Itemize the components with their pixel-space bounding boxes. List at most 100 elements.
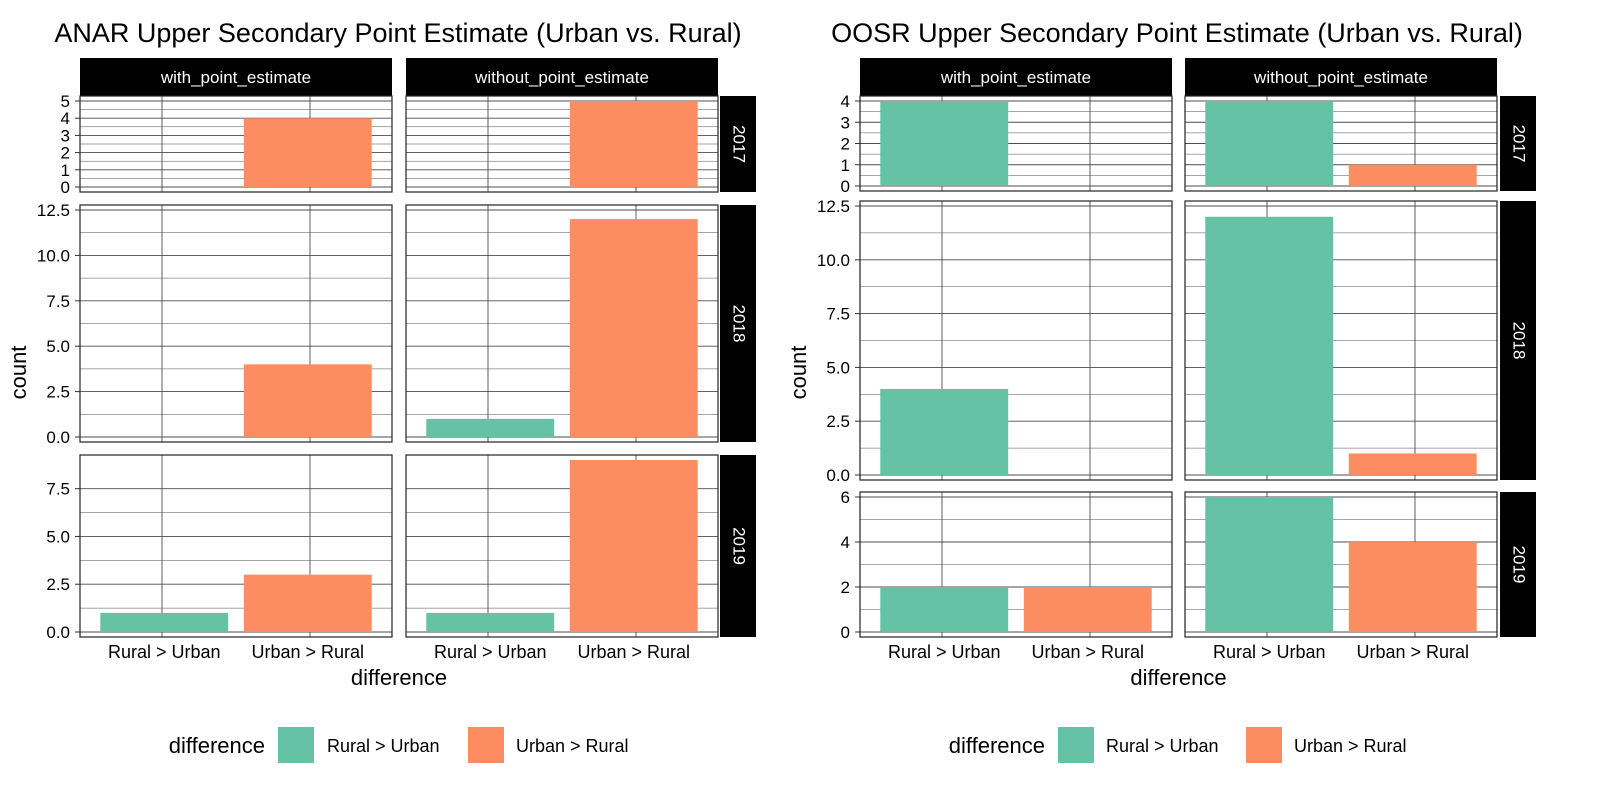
bar	[1205, 497, 1334, 632]
bar	[569, 219, 698, 437]
y-tick-label: 0.0	[826, 466, 850, 485]
facet-row-label: 2017	[730, 125, 749, 163]
facet-column-strip	[860, 58, 1172, 96]
bar	[243, 574, 372, 632]
y-tick-label: 7.5	[46, 292, 70, 311]
y-tick-label: 0	[61, 178, 70, 197]
y-axis-label: count	[786, 346, 811, 400]
legend-title: difference	[949, 733, 1045, 758]
bar	[100, 612, 229, 632]
legend-entry-label: Urban > Rural	[1294, 736, 1407, 756]
bar	[426, 418, 555, 437]
bar	[426, 612, 555, 632]
legend-title: difference	[169, 733, 265, 758]
facet-column-label: with_point_estimate	[160, 68, 311, 87]
legend-swatch-rural	[278, 727, 314, 763]
bar	[1205, 101, 1334, 186]
y-tick-label: 5.0	[46, 527, 70, 546]
x-axis-label: difference	[351, 665, 447, 690]
bar	[880, 587, 1009, 632]
panel-border	[405, 204, 719, 443]
y-tick-label: 3	[841, 113, 850, 132]
y-tick-label: 2.5	[826, 412, 850, 431]
bar	[880, 101, 1009, 186]
x-tick-label: Urban > Rural	[1031, 642, 1144, 662]
legend-entry-label: Rural > Urban	[1106, 736, 1219, 756]
y-tick-label: 5.0	[826, 358, 850, 377]
y-tick-label: 12.5	[817, 197, 850, 216]
chart-title: OOSR Upper Secondary Point Estimate (Urb…	[831, 18, 1523, 48]
facet-row-strip	[1500, 492, 1536, 637]
y-tick-label: 2	[841, 135, 850, 154]
facet-row-strip	[720, 455, 756, 637]
chart-title: ANAR Upper Secondary Point Estimate (Urb…	[54, 18, 741, 48]
y-tick-label: 4	[841, 533, 850, 552]
y-tick-label: 3	[61, 126, 70, 145]
y-axis-label: count	[6, 346, 31, 400]
y-tick-label: 2.5	[46, 383, 70, 402]
panel-border	[859, 491, 1173, 638]
panel-border	[405, 95, 719, 193]
y-tick-label: 4	[61, 109, 70, 128]
y-tick-label: 2	[61, 144, 70, 163]
y-tick-label: 1	[841, 156, 850, 175]
y-tick-label: 12.5	[37, 201, 70, 220]
bar	[1348, 164, 1477, 186]
x-tick-label: Rural > Urban	[888, 642, 1001, 662]
bar	[243, 118, 372, 187]
legend-entry-label: Rural > Urban	[327, 736, 440, 756]
facet-column-label: with_point_estimate	[940, 68, 1091, 87]
bar	[880, 388, 1009, 475]
facet-row-label: 2019	[730, 527, 749, 565]
facet-column-strip	[80, 58, 392, 96]
bar	[569, 460, 698, 632]
y-tick-label: 0	[841, 177, 850, 196]
panel-border	[1184, 95, 1498, 192]
bar	[1348, 542, 1477, 632]
panel-border	[859, 200, 1173, 481]
legend-swatch-urban	[468, 727, 504, 763]
facet-row-strip	[1500, 96, 1536, 191]
y-tick-label: 2.5	[46, 575, 70, 594]
y-tick-label: 10.0	[817, 251, 850, 270]
panel-border	[79, 204, 393, 443]
facet-row-strip	[720, 96, 756, 192]
x-tick-label: Urban > Rural	[577, 642, 690, 662]
panel-border	[79, 95, 393, 193]
y-tick-label: 0.0	[46, 623, 70, 642]
facet-row-label: 2017	[1510, 125, 1529, 163]
y-tick-label: 10.0	[37, 246, 70, 265]
panel-border	[1184, 200, 1498, 481]
facet-row-label: 2018	[1510, 322, 1529, 360]
y-tick-label: 0.0	[46, 428, 70, 447]
bar	[1205, 216, 1334, 475]
y-tick-label: 7.5	[826, 305, 850, 324]
x-tick-label: Urban > Rural	[251, 642, 364, 662]
facet-row-strip	[1500, 201, 1536, 480]
y-tick-label: 5.0	[46, 337, 70, 356]
facet-row-strip	[720, 205, 756, 442]
facet-column-strip	[1185, 58, 1497, 96]
x-axis-label: difference	[1130, 665, 1226, 690]
y-tick-label: 5	[61, 92, 70, 111]
y-tick-label: 2	[841, 578, 850, 597]
y-tick-label: 7.5	[46, 480, 70, 499]
bar	[1348, 453, 1477, 475]
x-tick-label: Rural > Urban	[108, 642, 221, 662]
panel-border	[405, 454, 719, 638]
panel-border	[1184, 491, 1498, 638]
panel-border	[859, 95, 1173, 192]
x-tick-label: Rural > Urban	[434, 642, 547, 662]
facet-row-label: 2019	[1510, 546, 1529, 584]
y-tick-label: 1	[61, 161, 70, 180]
bar	[243, 364, 372, 437]
x-tick-label: Urban > Rural	[1356, 642, 1469, 662]
y-tick-label: 0	[841, 623, 850, 642]
bar	[569, 101, 698, 187]
legend-entry-label: Urban > Rural	[516, 736, 629, 756]
bar	[1023, 587, 1152, 632]
y-tick-label: 4	[841, 92, 850, 111]
x-tick-label: Rural > Urban	[1213, 642, 1326, 662]
